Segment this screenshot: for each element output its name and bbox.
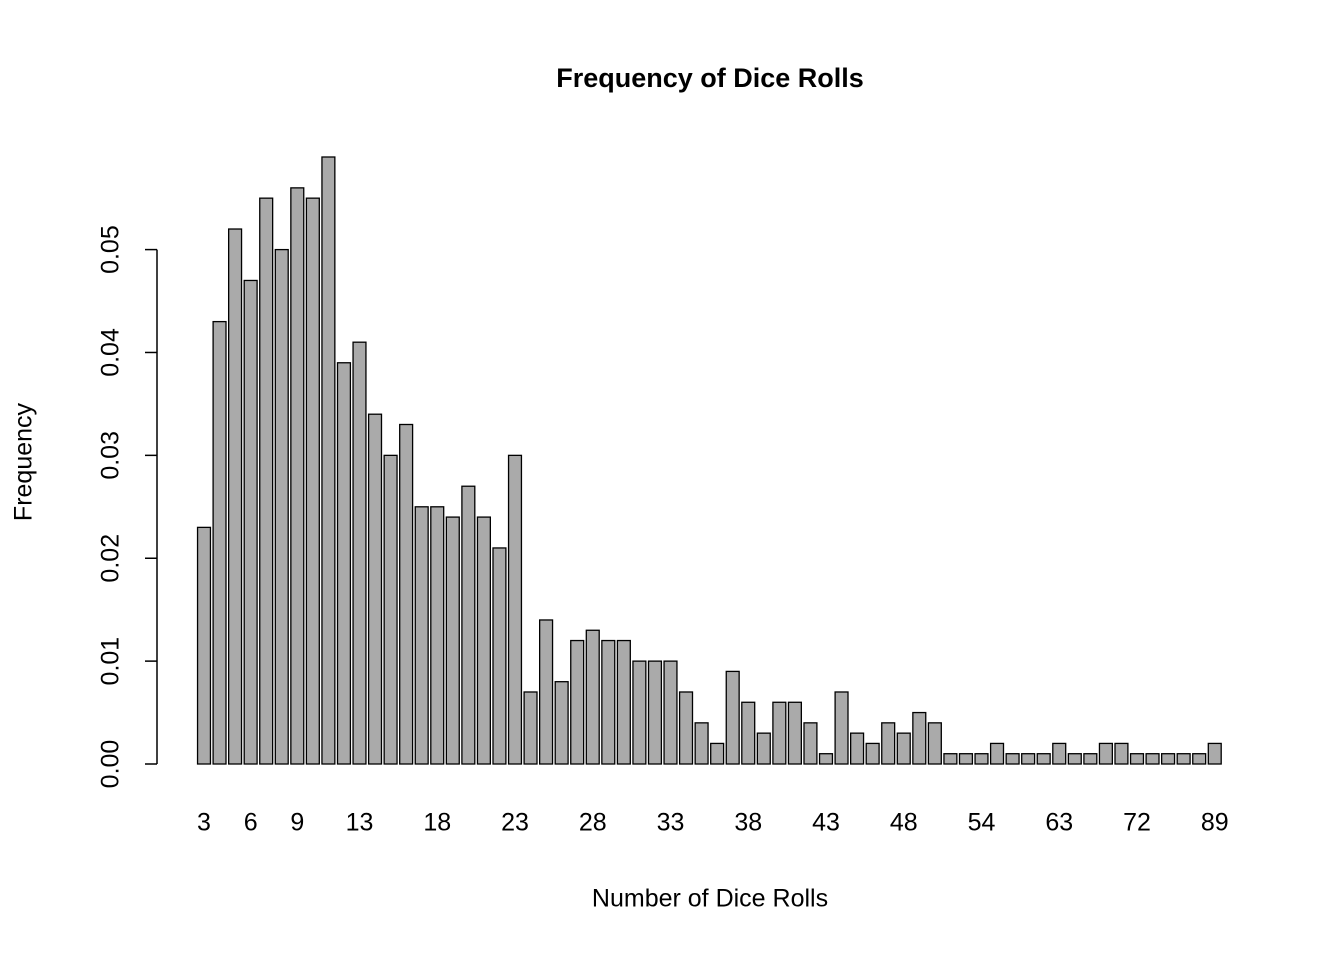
bar: [539, 619, 554, 765]
bar: [570, 639, 585, 765]
bar: [1114, 742, 1129, 765]
x-tick-label: 48: [890, 809, 918, 837]
bar: [601, 639, 616, 765]
bar: [476, 516, 492, 765]
bar: [492, 547, 507, 765]
bar: [445, 516, 460, 765]
bar: [663, 660, 678, 765]
bar: [243, 279, 258, 765]
bar: [399, 423, 414, 765]
y-tick-label: 0.03: [97, 431, 125, 480]
x-tick-label: 38: [734, 809, 762, 837]
x-tick-label: 28: [579, 809, 607, 837]
x-axis-label: Number of Dice Rolls: [592, 885, 828, 913]
bar: [989, 742, 1005, 765]
bar: [430, 506, 445, 765]
x-tick-label: 63: [1045, 809, 1073, 837]
bar: [507, 454, 523, 765]
chart-title: Frequency of Dice Rolls: [556, 63, 864, 93]
bar: [756, 732, 771, 765]
bar: [212, 320, 227, 765]
bar: [818, 753, 834, 765]
bar: [787, 701, 803, 765]
bar: [647, 660, 663, 765]
bar: [259, 197, 274, 765]
bar: [616, 639, 631, 765]
x-tick-label: 43: [812, 809, 840, 837]
bar: [958, 753, 974, 765]
bar: [865, 742, 880, 765]
x-tick-label: 23: [501, 809, 529, 837]
bar: [367, 413, 383, 765]
bar: [290, 187, 305, 765]
bar: [881, 722, 896, 765]
bar: [725, 670, 740, 765]
bar: [1021, 753, 1036, 765]
bar: [678, 691, 694, 765]
bar: [461, 485, 476, 765]
bar: [523, 691, 538, 765]
y-tick-label: 0.04: [97, 328, 125, 377]
bar: [414, 506, 429, 765]
x-tick-label: 18: [423, 809, 451, 837]
y-tick-label: 0.00: [97, 740, 125, 789]
bar: [1207, 742, 1222, 765]
bar: [1036, 753, 1051, 765]
bar: [1098, 742, 1113, 765]
x-tick-label: 13: [346, 809, 374, 837]
bar: [1067, 753, 1082, 765]
bar: [694, 722, 709, 765]
x-tick-label: 72: [1123, 809, 1151, 837]
bar: [927, 722, 942, 765]
bar: [1005, 753, 1020, 765]
bar: [321, 156, 336, 765]
bar: [803, 722, 818, 765]
bar: [1129, 753, 1145, 765]
bar: [336, 362, 352, 765]
bar: [585, 629, 600, 765]
bar: [834, 691, 849, 765]
bar: [196, 526, 212, 765]
bar: [741, 701, 756, 765]
bar: [632, 660, 647, 765]
bar: [943, 753, 958, 765]
x-tick-label: 9: [290, 809, 304, 837]
bar: [227, 228, 243, 765]
bar: [305, 197, 320, 765]
x-tick-label: 6: [244, 809, 258, 837]
y-tick-label: 0.02: [97, 534, 125, 583]
bar: [383, 454, 398, 765]
y-tick-label: 0.05: [97, 225, 125, 274]
x-tick-label: 89: [1201, 809, 1229, 837]
bar: [274, 248, 289, 765]
bar: [1052, 742, 1067, 765]
bar: [1192, 753, 1207, 765]
x-tick-label: 54: [968, 809, 996, 837]
bar: [850, 732, 865, 765]
bar: [896, 732, 911, 765]
y-tick-label: 0.01: [97, 637, 125, 686]
y-axis-label: Frequency: [10, 402, 38, 521]
bar: [772, 701, 787, 765]
bar: [974, 753, 989, 765]
bar: [1083, 753, 1098, 765]
bar: [1161, 753, 1176, 765]
bar: [554, 681, 569, 765]
x-tick-label: 3: [197, 809, 211, 837]
bar: [352, 341, 367, 765]
x-tick-label: 33: [657, 809, 685, 837]
bar: [1176, 753, 1191, 765]
bar: [912, 711, 927, 765]
bar: [1145, 753, 1160, 765]
bar: [710, 742, 725, 765]
